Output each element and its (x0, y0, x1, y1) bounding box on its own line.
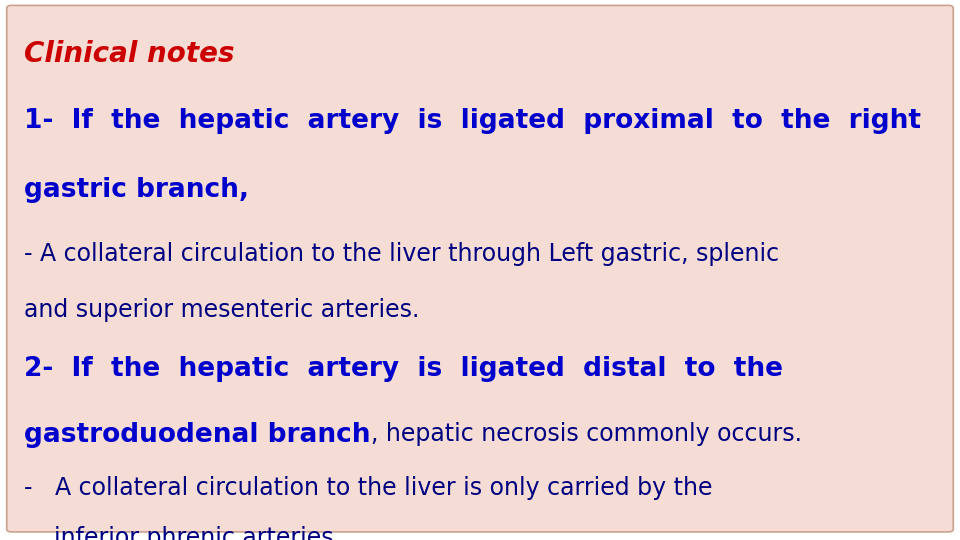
Text: Clinical notes: Clinical notes (24, 40, 234, 69)
Text: -   A collateral circulation to the liver is only carried by the: - A collateral circulation to the liver … (24, 476, 712, 500)
Text: gastric branch,: gastric branch, (24, 177, 249, 203)
Text: 1-  If  the  hepatic  artery  is  ligated  proximal  to  the  right: 1- If the hepatic artery is ligated prox… (24, 108, 921, 134)
Text: , hepatic necrosis commonly occurs.: , hepatic necrosis commonly occurs. (371, 422, 802, 446)
Text: - A collateral circulation to the liver through Left gastric, splenic: - A collateral circulation to the liver … (24, 242, 780, 266)
Text: 2-  If  the  hepatic  artery  is  ligated  distal  to  the: 2- If the hepatic artery is ligated dist… (24, 356, 783, 382)
Text: gastroduodenal branch: gastroduodenal branch (24, 422, 371, 448)
FancyBboxPatch shape (7, 5, 953, 532)
Text: inferior phrenic arteries.: inferior phrenic arteries. (24, 526, 341, 540)
Text: and superior mesenteric arteries.: and superior mesenteric arteries. (24, 298, 420, 322)
